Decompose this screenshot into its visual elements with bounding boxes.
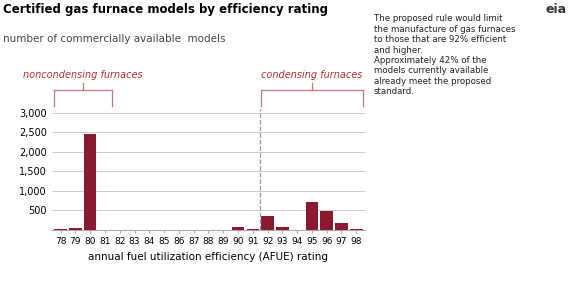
Bar <box>276 228 289 230</box>
Bar <box>232 227 244 230</box>
Bar <box>69 228 82 230</box>
Text: The proposed rule would limit
the manufacture of gas furnaces
to those that are : The proposed rule would limit the manufa… <box>374 14 515 96</box>
Text: Certified gas furnace models by efficiency rating: Certified gas furnace models by efficien… <box>3 3 328 16</box>
Bar <box>54 229 67 230</box>
Text: condensing furnaces: condensing furnaces <box>261 70 363 80</box>
Text: number of commercially available  models: number of commercially available models <box>3 34 225 44</box>
Text: noncondensing furnaces: noncondensing furnaces <box>23 70 143 80</box>
Bar <box>247 229 259 230</box>
Bar <box>350 229 363 230</box>
Text: eia: eia <box>545 3 566 16</box>
Bar <box>335 223 348 230</box>
Bar <box>84 134 97 230</box>
X-axis label: annual fuel utilization efficiency (AFUE) rating: annual fuel utilization efficiency (AFUE… <box>89 252 328 262</box>
Bar <box>306 201 318 230</box>
Bar <box>320 211 333 230</box>
Bar <box>261 216 274 230</box>
